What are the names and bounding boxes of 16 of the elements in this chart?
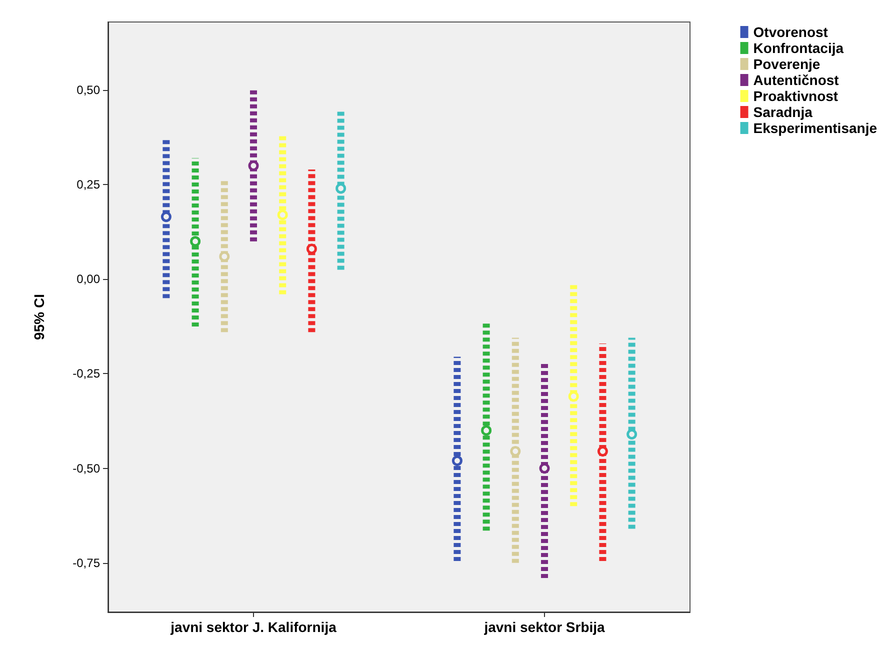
legend-label: Autentičnost xyxy=(753,72,840,88)
y-axis-title: 95% CI xyxy=(31,294,47,340)
x-tick-label: javni sektor J. Kalifornija xyxy=(170,619,337,635)
y-tick-label: 0,00 xyxy=(76,272,100,286)
y-tick-label: -0,50 xyxy=(72,461,100,476)
y-tick-label: 0,50 xyxy=(76,83,100,98)
y-tick-label: -0,25 xyxy=(72,366,100,381)
legend-label: Saradnja xyxy=(753,104,813,120)
y-tick-label: 0,25 xyxy=(76,178,100,192)
legend-label: Poverenje xyxy=(753,56,820,72)
legend-label: Konfrontacija xyxy=(753,40,844,56)
legend-label: Otvorenost xyxy=(753,24,828,40)
y-tick-label: -0,75 xyxy=(72,556,100,570)
x-tick-label: javni sektor Srbija xyxy=(483,619,606,635)
legend-label: Proaktivnost xyxy=(753,88,838,104)
legend-label: Eksperimentisanje xyxy=(753,120,878,136)
